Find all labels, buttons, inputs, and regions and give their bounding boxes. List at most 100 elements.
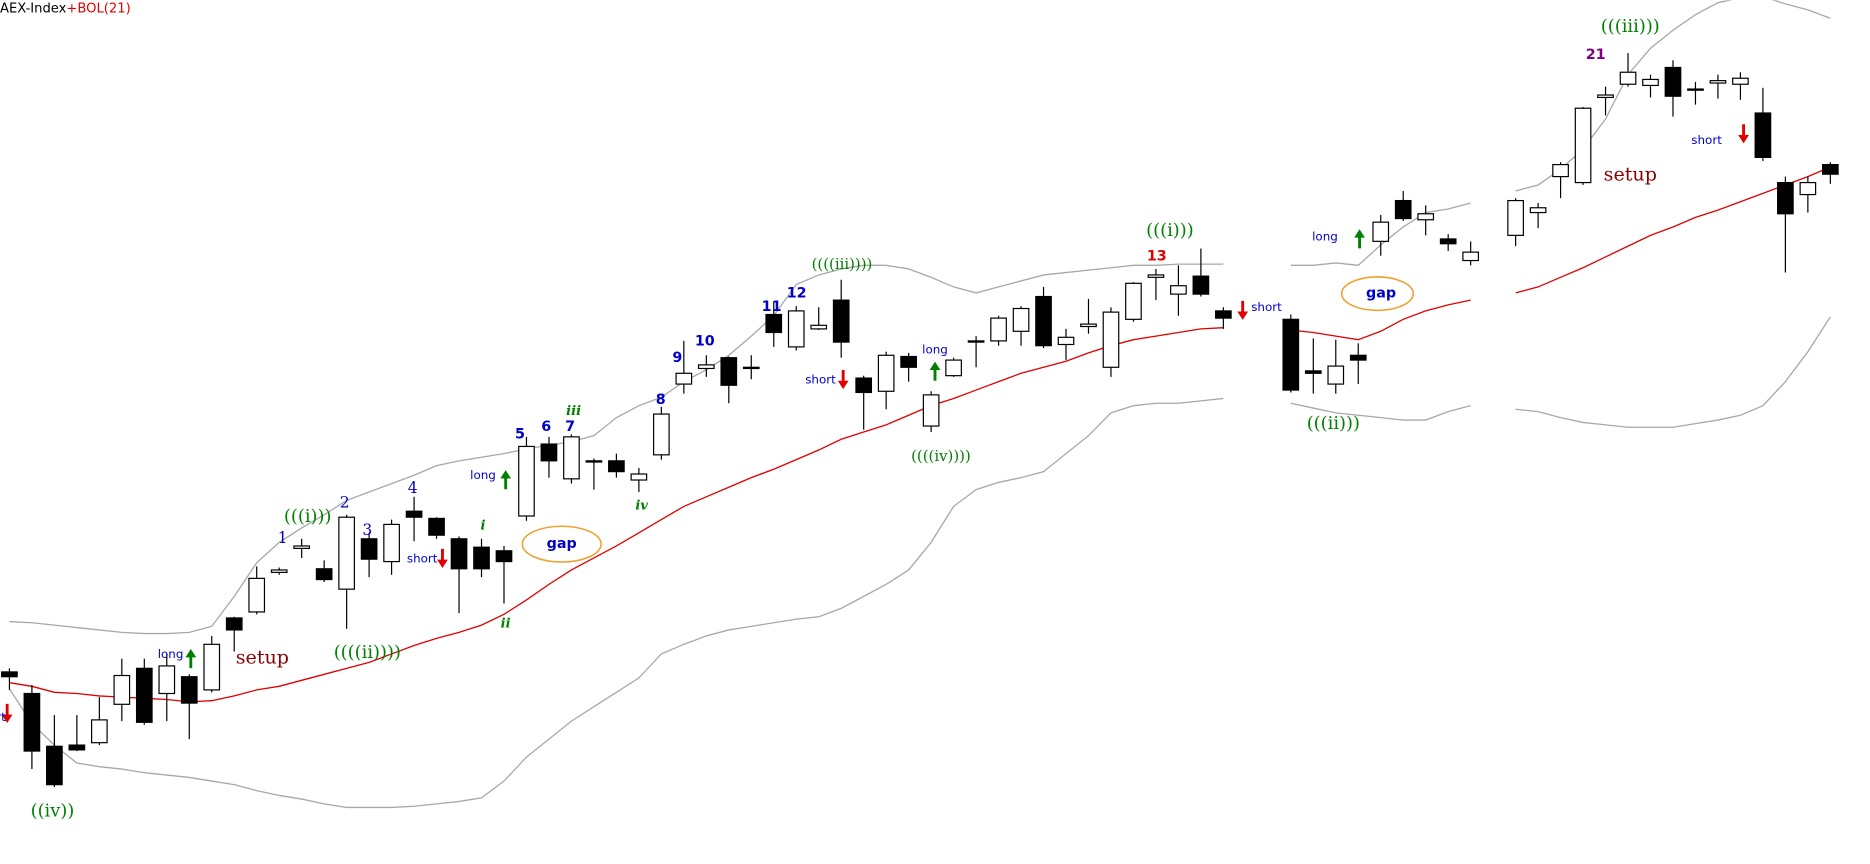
chart-title: AEX-Index+BOL(21) — [0, 1, 131, 16]
candle-body — [765, 313, 783, 334]
candle-body — [832, 299, 850, 343]
annotation: ((((ii)))) — [334, 642, 401, 663]
candle-body — [1125, 282, 1142, 320]
annotation: short — [805, 373, 836, 387]
candle-body — [1552, 163, 1569, 178]
candle-body — [922, 394, 940, 427]
annotation: short — [1691, 133, 1722, 147]
candle-body — [1, 671, 18, 678]
annotation: 7 — [565, 419, 575, 435]
candle-body — [338, 516, 355, 590]
candle-body — [1574, 107, 1592, 184]
annotation: long — [470, 468, 496, 482]
candle-body — [540, 443, 558, 462]
annotation: 5 — [515, 426, 525, 442]
candle-body — [46, 745, 63, 786]
annotation: 21 — [1586, 47, 1606, 63]
candle-body — [360, 538, 378, 560]
candle-body — [1349, 354, 1367, 361]
candle-body — [1057, 336, 1075, 346]
annotation: 6 — [541, 419, 551, 435]
candle-body — [270, 569, 288, 573]
annotation: 11 — [762, 299, 782, 315]
candle-body — [1799, 181, 1817, 196]
candle-body — [203, 643, 221, 691]
candle-body — [653, 413, 670, 456]
arrow-up — [929, 361, 941, 381]
candle-body — [1687, 88, 1704, 91]
candle-body — [113, 674, 131, 705]
annotation: ((((iv)))) — [911, 447, 971, 465]
candle-body — [135, 667, 153, 723]
annotation: long — [1312, 229, 1338, 243]
candle-body — [1327, 365, 1345, 385]
annotation: ii — [501, 617, 511, 632]
arrow-down — [837, 369, 849, 390]
annotation: gap — [547, 536, 577, 552]
annotation: (((i))) — [1146, 220, 1194, 241]
annotations: ((iv)) long setup 1 (((i))) 23 4 ((((ii)))) shor… — [0, 16, 1722, 822]
annotation: (((ii))) — [1307, 413, 1360, 434]
candle-body — [1012, 307, 1030, 332]
annotation: ((((iii)))) — [812, 255, 873, 273]
candle-body — [787, 310, 805, 348]
candle-body — [1821, 163, 1839, 175]
annotation: (((i))) — [284, 506, 332, 527]
arrow-up — [1354, 229, 1365, 249]
candle-body — [1147, 274, 1165, 278]
annotation: (((iii))) — [1601, 16, 1660, 37]
candle-body — [23, 692, 41, 752]
annotation: gap — [1366, 286, 1396, 302]
candle-body — [1170, 285, 1187, 295]
annotation: setup — [236, 646, 289, 668]
candle-body — [180, 676, 198, 704]
candle-body — [90, 719, 108, 744]
candle-body — [1754, 112, 1772, 158]
annotation: short — [1251, 300, 1282, 314]
candle-body — [405, 510, 423, 518]
candle-body — [158, 665, 176, 695]
candle-body — [1215, 310, 1232, 319]
candle-body — [967, 340, 985, 343]
candle-body — [1642, 78, 1659, 87]
candle-body — [518, 445, 535, 517]
annotation: long — [158, 647, 184, 661]
annotation: 1 — [278, 529, 288, 547]
candles — [1, 53, 1839, 788]
annotation: ((iv)) — [31, 801, 75, 822]
candle-body — [1282, 318, 1300, 391]
annotation: 13 — [1147, 249, 1167, 265]
candle-body — [1507, 199, 1524, 236]
arrow-down — [437, 548, 448, 568]
candle-body — [697, 364, 715, 370]
candle-body — [675, 372, 693, 385]
title-indicator: +BOL(21) — [66, 1, 130, 16]
candle-body — [720, 357, 738, 386]
candle-body — [1732, 77, 1749, 85]
candle-body — [450, 538, 468, 570]
candle-body — [315, 568, 333, 581]
arrow-up — [185, 649, 197, 669]
annotation: 10 — [695, 333, 715, 349]
arrow-up — [500, 470, 512, 490]
annotation: iv — [635, 498, 648, 513]
candle-body — [585, 460, 603, 463]
candle-body — [945, 359, 962, 377]
arrow-down — [1738, 124, 1749, 144]
candle-body — [428, 517, 445, 536]
candle-body — [1304, 370, 1322, 374]
candle-body — [1619, 71, 1637, 85]
annotation: setup — [1604, 163, 1657, 185]
gap-oval — [521, 525, 602, 563]
candle-body — [1529, 207, 1547, 214]
candle-body — [855, 377, 873, 394]
title: AEX-Index — [0, 1, 67, 16]
candle-body — [900, 355, 917, 368]
candle-body — [630, 473, 648, 481]
annotation: short — [0, 710, 6, 724]
candle-body — [1102, 311, 1120, 368]
candle-body — [1462, 251, 1480, 262]
